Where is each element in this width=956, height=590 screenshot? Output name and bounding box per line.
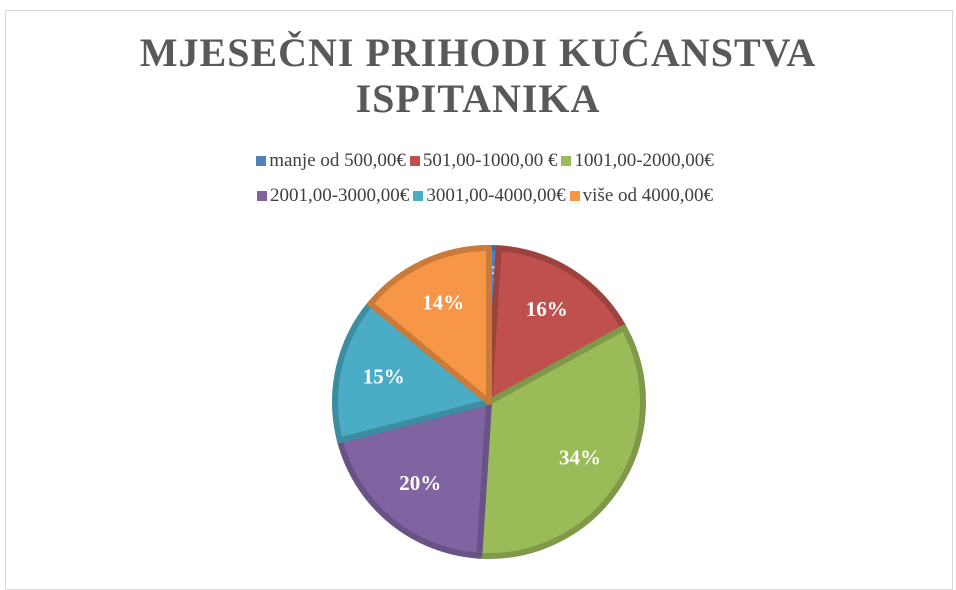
pie-slice	[476, 324, 646, 559]
legend-swatch	[256, 156, 267, 166]
legend-label: 1001,00-2000,00€	[574, 150, 714, 171]
title-box: MJESEČNI PRIHODI KUĆANSTVA ISPITANIKA	[0, 30, 956, 122]
legend: manje od 500,00€ 501,00-1000,00 € 1001,00-…	[180, 143, 790, 213]
legend-swatch	[561, 156, 572, 166]
data-label: 14%	[422, 290, 464, 314]
pie-slice	[336, 399, 492, 559]
legend-swatch	[409, 156, 420, 166]
legend-swatch	[256, 191, 267, 201]
pie-slice	[367, 245, 492, 405]
legend-item: 501,00-1000,00 €	[409, 143, 558, 178]
legend-swatch	[413, 191, 424, 201]
data-label: 20%	[399, 471, 441, 495]
data-label: 34%	[559, 446, 601, 470]
legend-item: manje od 500,00€	[256, 143, 406, 178]
data-label: 15%	[363, 364, 405, 388]
legend-swatch	[569, 191, 580, 201]
data-label: 16%	[526, 297, 568, 321]
pie-slice	[486, 245, 627, 405]
chart-title: MJESEČNI PRIHODI KUĆANSTVA ISPITANIKA	[139, 30, 817, 121]
legend-item: više od 4000,00€	[569, 178, 713, 213]
legend-item: 2001,00-3000,00€	[256, 178, 410, 213]
legend-label: više od 4000,00€	[582, 185, 713, 206]
pie-slice	[332, 300, 492, 444]
legend-item: 3001,00-4000,00€	[413, 178, 566, 213]
legend-label: 3001,00-4000,00€	[426, 185, 566, 206]
legend-label: 501,00-1000,00 €	[422, 150, 558, 171]
legend-item: 1001,00-2000,00€	[561, 143, 714, 178]
legend-label: 2001,00-3000,00€	[269, 185, 410, 206]
legend-label: manje od 500,00€	[269, 150, 406, 171]
